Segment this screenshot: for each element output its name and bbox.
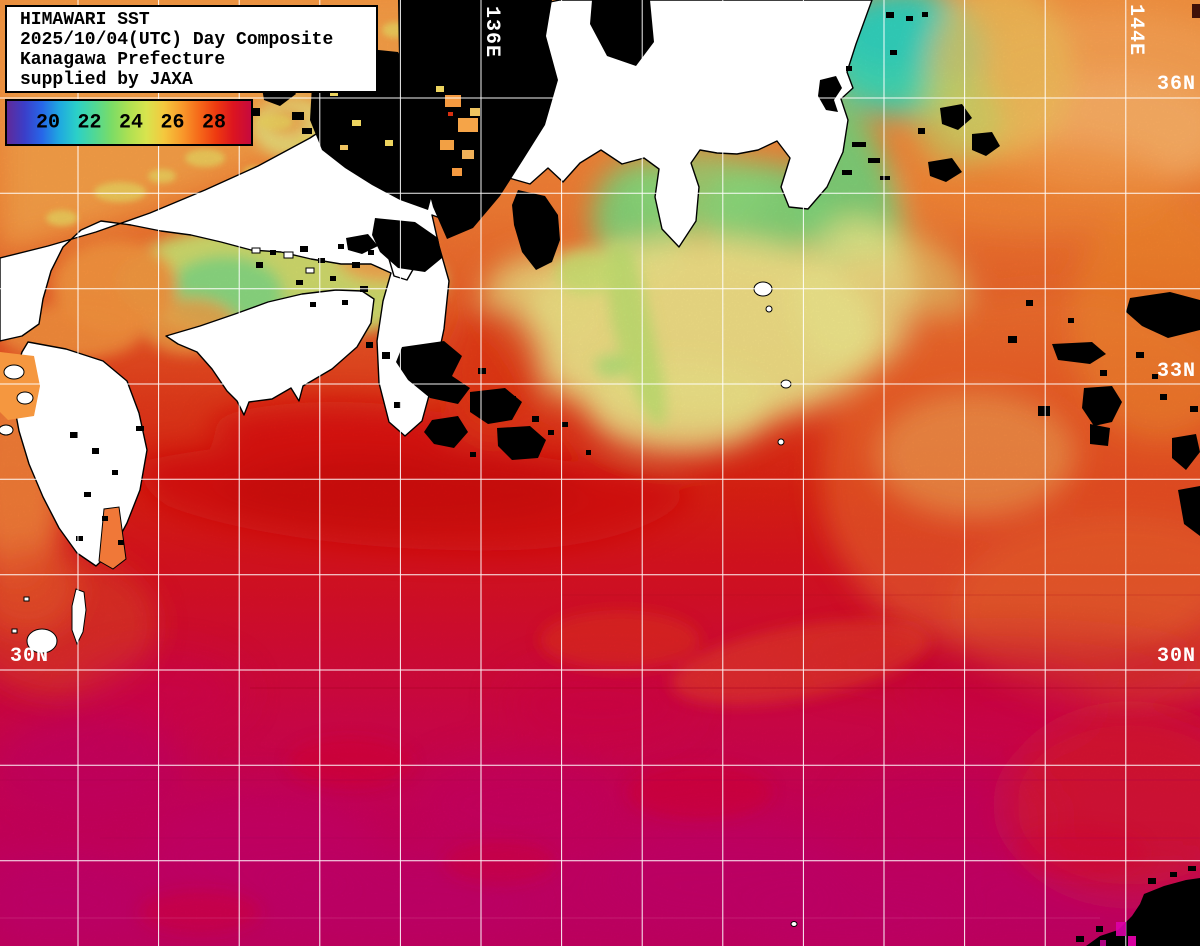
colorbar-tick-28: 28 [201, 111, 227, 134]
title-line-prefecture: Kanagawa Prefecture [20, 50, 226, 70]
lat-label-33n: 33N [1156, 360, 1196, 383]
island-yakushima [26, 628, 58, 654]
lat-label-30n-left: 30N [10, 645, 50, 668]
lon-label-144e: 144E [1124, 4, 1147, 57]
cloud-izu-offshore [396, 341, 470, 404]
lat-label-36n: 36N [1156, 73, 1196, 96]
land-honshu [0, 0, 873, 437]
colorbar-tick-24: 24 [118, 111, 144, 134]
colorbar-tick-26: 26 [160, 111, 185, 134]
lon-label-136e: 136E [480, 6, 503, 59]
islands [0, 247, 798, 927]
scan-striations [0, 594, 1200, 919]
cloud-bottom-right [1086, 878, 1200, 946]
title-line-date: 2025/10/04(UTC) Day Composite [20, 30, 334, 50]
title-box: HIMAWARI SST 2025/10/04(UTC) Day Composi… [5, 5, 378, 93]
cloud-east-offshore [1126, 292, 1200, 338]
title-line-product: HIMAWARI SST [20, 10, 150, 30]
colorbar-gradient [7, 101, 251, 144]
cloud-tokyo-bay [818, 76, 842, 112]
island-tanegashima [71, 588, 87, 646]
title-line-credit: supplied by JAXA [20, 70, 193, 90]
colorbar-tick-22: 22 [77, 111, 102, 134]
magenta-hotpixels [1100, 922, 1136, 946]
ariake-area [0, 352, 40, 420]
lat-label-30n-right: 30N [1156, 645, 1196, 668]
colorbar-tick-20: 20 [35, 111, 61, 134]
colorbar: 20 22 24 26 28 [5, 99, 253, 146]
